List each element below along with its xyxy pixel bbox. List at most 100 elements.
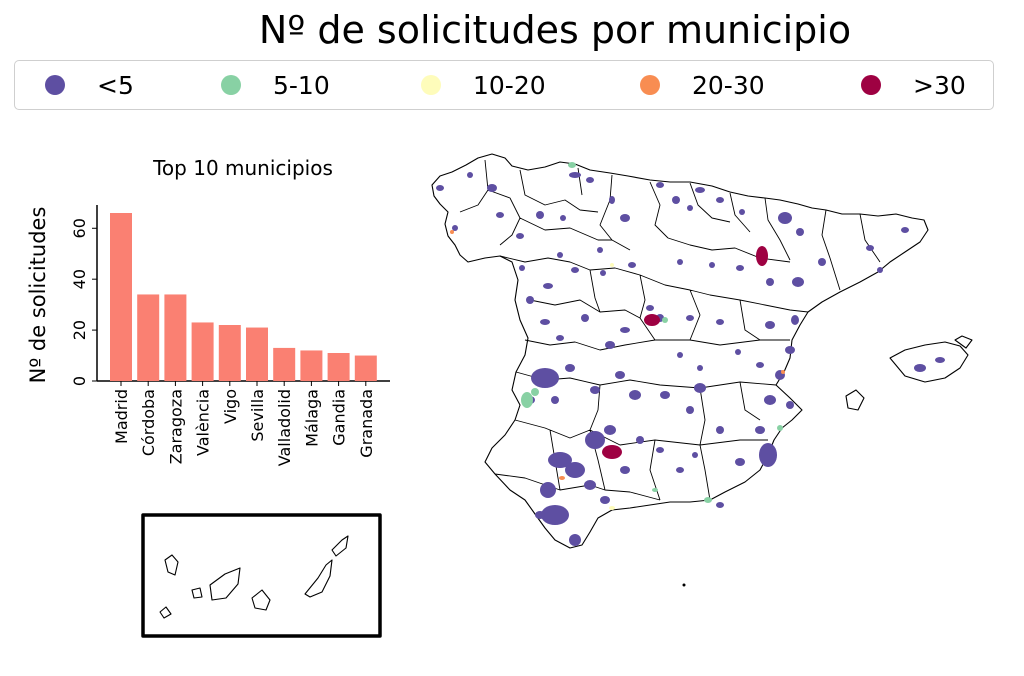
legend-swatch: [861, 75, 881, 95]
municipality-patch: [569, 534, 581, 546]
municipality-patch: [436, 185, 444, 191]
mallorca-outline: [889, 341, 969, 383]
canarias-islands: [159, 535, 349, 619]
municipality-patch: [581, 314, 589, 322]
municipality-patch: [791, 315, 799, 325]
municipality-patch: [877, 267, 883, 273]
municipality-patch: [602, 445, 622, 459]
municipality-patch: [609, 196, 615, 204]
municipality-patch: [716, 197, 724, 203]
municipality-patch: [901, 227, 909, 233]
municipality-patch: [687, 205, 693, 211]
y-tick-label: 0: [70, 376, 89, 386]
municipality-patch: [660, 391, 670, 399]
municipality-patch: [656, 182, 664, 188]
peninsula-outline: [431, 153, 929, 549]
municipality-patch: [686, 315, 694, 321]
municipality-patch: [536, 211, 544, 219]
municipality-patch: [677, 259, 683, 265]
municipality-patch: [531, 388, 539, 396]
municipality-patch: [914, 364, 926, 372]
municipality-patch: [781, 370, 785, 374]
municipality-patch: [540, 482, 556, 498]
municipality-patch: [487, 184, 497, 192]
municipality-patch: [568, 162, 576, 168]
bar-vigo: [218, 325, 241, 381]
municipality-patch: [565, 364, 575, 372]
municipality-patch: [656, 447, 664, 453]
municipality-patch: [600, 270, 606, 276]
municipality-patch: [450, 230, 454, 234]
legend-item-gt30: >30: [861, 61, 966, 109]
municipality-patch: [557, 252, 563, 258]
municipality-patch: [785, 346, 795, 354]
legend-item-20-30: 20-30: [640, 61, 765, 109]
municipality-patch: [778, 212, 792, 224]
municipality-patch: [692, 452, 698, 458]
municipality-patch: [540, 319, 550, 325]
x-tick-label: Zaragoza: [166, 389, 185, 464]
municipality-patch: [548, 452, 572, 468]
y-tick-label: 20: [70, 320, 89, 340]
bar-sevilla: [246, 327, 268, 381]
bar-madrid: [110, 213, 132, 381]
municipality-patch: [600, 496, 610, 504]
bar-valladolid: [273, 347, 296, 381]
province-borders: [459, 159, 881, 501]
y-ticks-group: 0 20 40 60: [70, 218, 97, 386]
x-tick-label: Córdoba: [139, 389, 158, 456]
municipality-patch: [636, 436, 644, 444]
municipality-patch: [716, 502, 724, 508]
bar-granada: [354, 355, 377, 381]
municipality-patch: [586, 177, 594, 183]
menorca-outline: [954, 335, 973, 349]
legend-swatch: [421, 75, 441, 95]
municipality-patch: [739, 209, 745, 215]
municipality-patch: [604, 425, 616, 435]
municipality-patch: [609, 506, 615, 510]
municipality-patch: [677, 352, 683, 358]
municipality-patch: [672, 196, 680, 204]
municipality-patch: [496, 212, 504, 218]
municipality-patch: [610, 263, 614, 267]
municipality-patch: [697, 365, 703, 371]
x-tick-label: Valladolid: [275, 389, 294, 466]
municipality-patch: [756, 362, 764, 368]
legend-swatch: [640, 75, 660, 95]
municipality-patch: [628, 262, 636, 268]
legend-swatch: [221, 75, 241, 95]
municipality-patch: [531, 368, 559, 388]
x-tick-label: Málaga: [302, 389, 321, 447]
y-axis-label: Nº de solicitudes: [26, 207, 50, 384]
municipality-patch: [560, 215, 566, 221]
x-tick-label: Gandia: [330, 389, 349, 446]
bar-valència: [191, 322, 214, 381]
municipality-patch: [756, 246, 768, 266]
municipality-patch: [646, 305, 654, 311]
municipality-patch: [662, 317, 668, 323]
municipality-patch: [644, 314, 660, 326]
municipality-patch: [786, 401, 794, 409]
municipality-patch: [686, 406, 694, 414]
municipality-patch: [543, 283, 553, 289]
municipality-patch: [585, 431, 605, 449]
legend-label: 10-20: [473, 70, 546, 100]
municipality-patch: [694, 383, 706, 393]
x-tick-label: Madrid: [112, 389, 131, 444]
bar-málaga: [300, 350, 323, 381]
municipality-patch: [755, 426, 765, 434]
municipality-patch: [519, 265, 525, 271]
bar-gandia: [327, 353, 350, 381]
municipality-patch: [571, 267, 579, 273]
municipality-patch: [792, 277, 804, 287]
municipality-patch: [526, 296, 534, 304]
municipality-patch: [759, 443, 777, 467]
municipality-blobs: [436, 162, 945, 546]
municipality-patch: [764, 395, 776, 405]
legend-label: 20-30: [692, 70, 765, 100]
municipality-patch: [467, 172, 473, 178]
municipality-patch: [541, 505, 569, 525]
municipality-patch: [521, 392, 533, 408]
municipality-patch: [597, 247, 603, 253]
